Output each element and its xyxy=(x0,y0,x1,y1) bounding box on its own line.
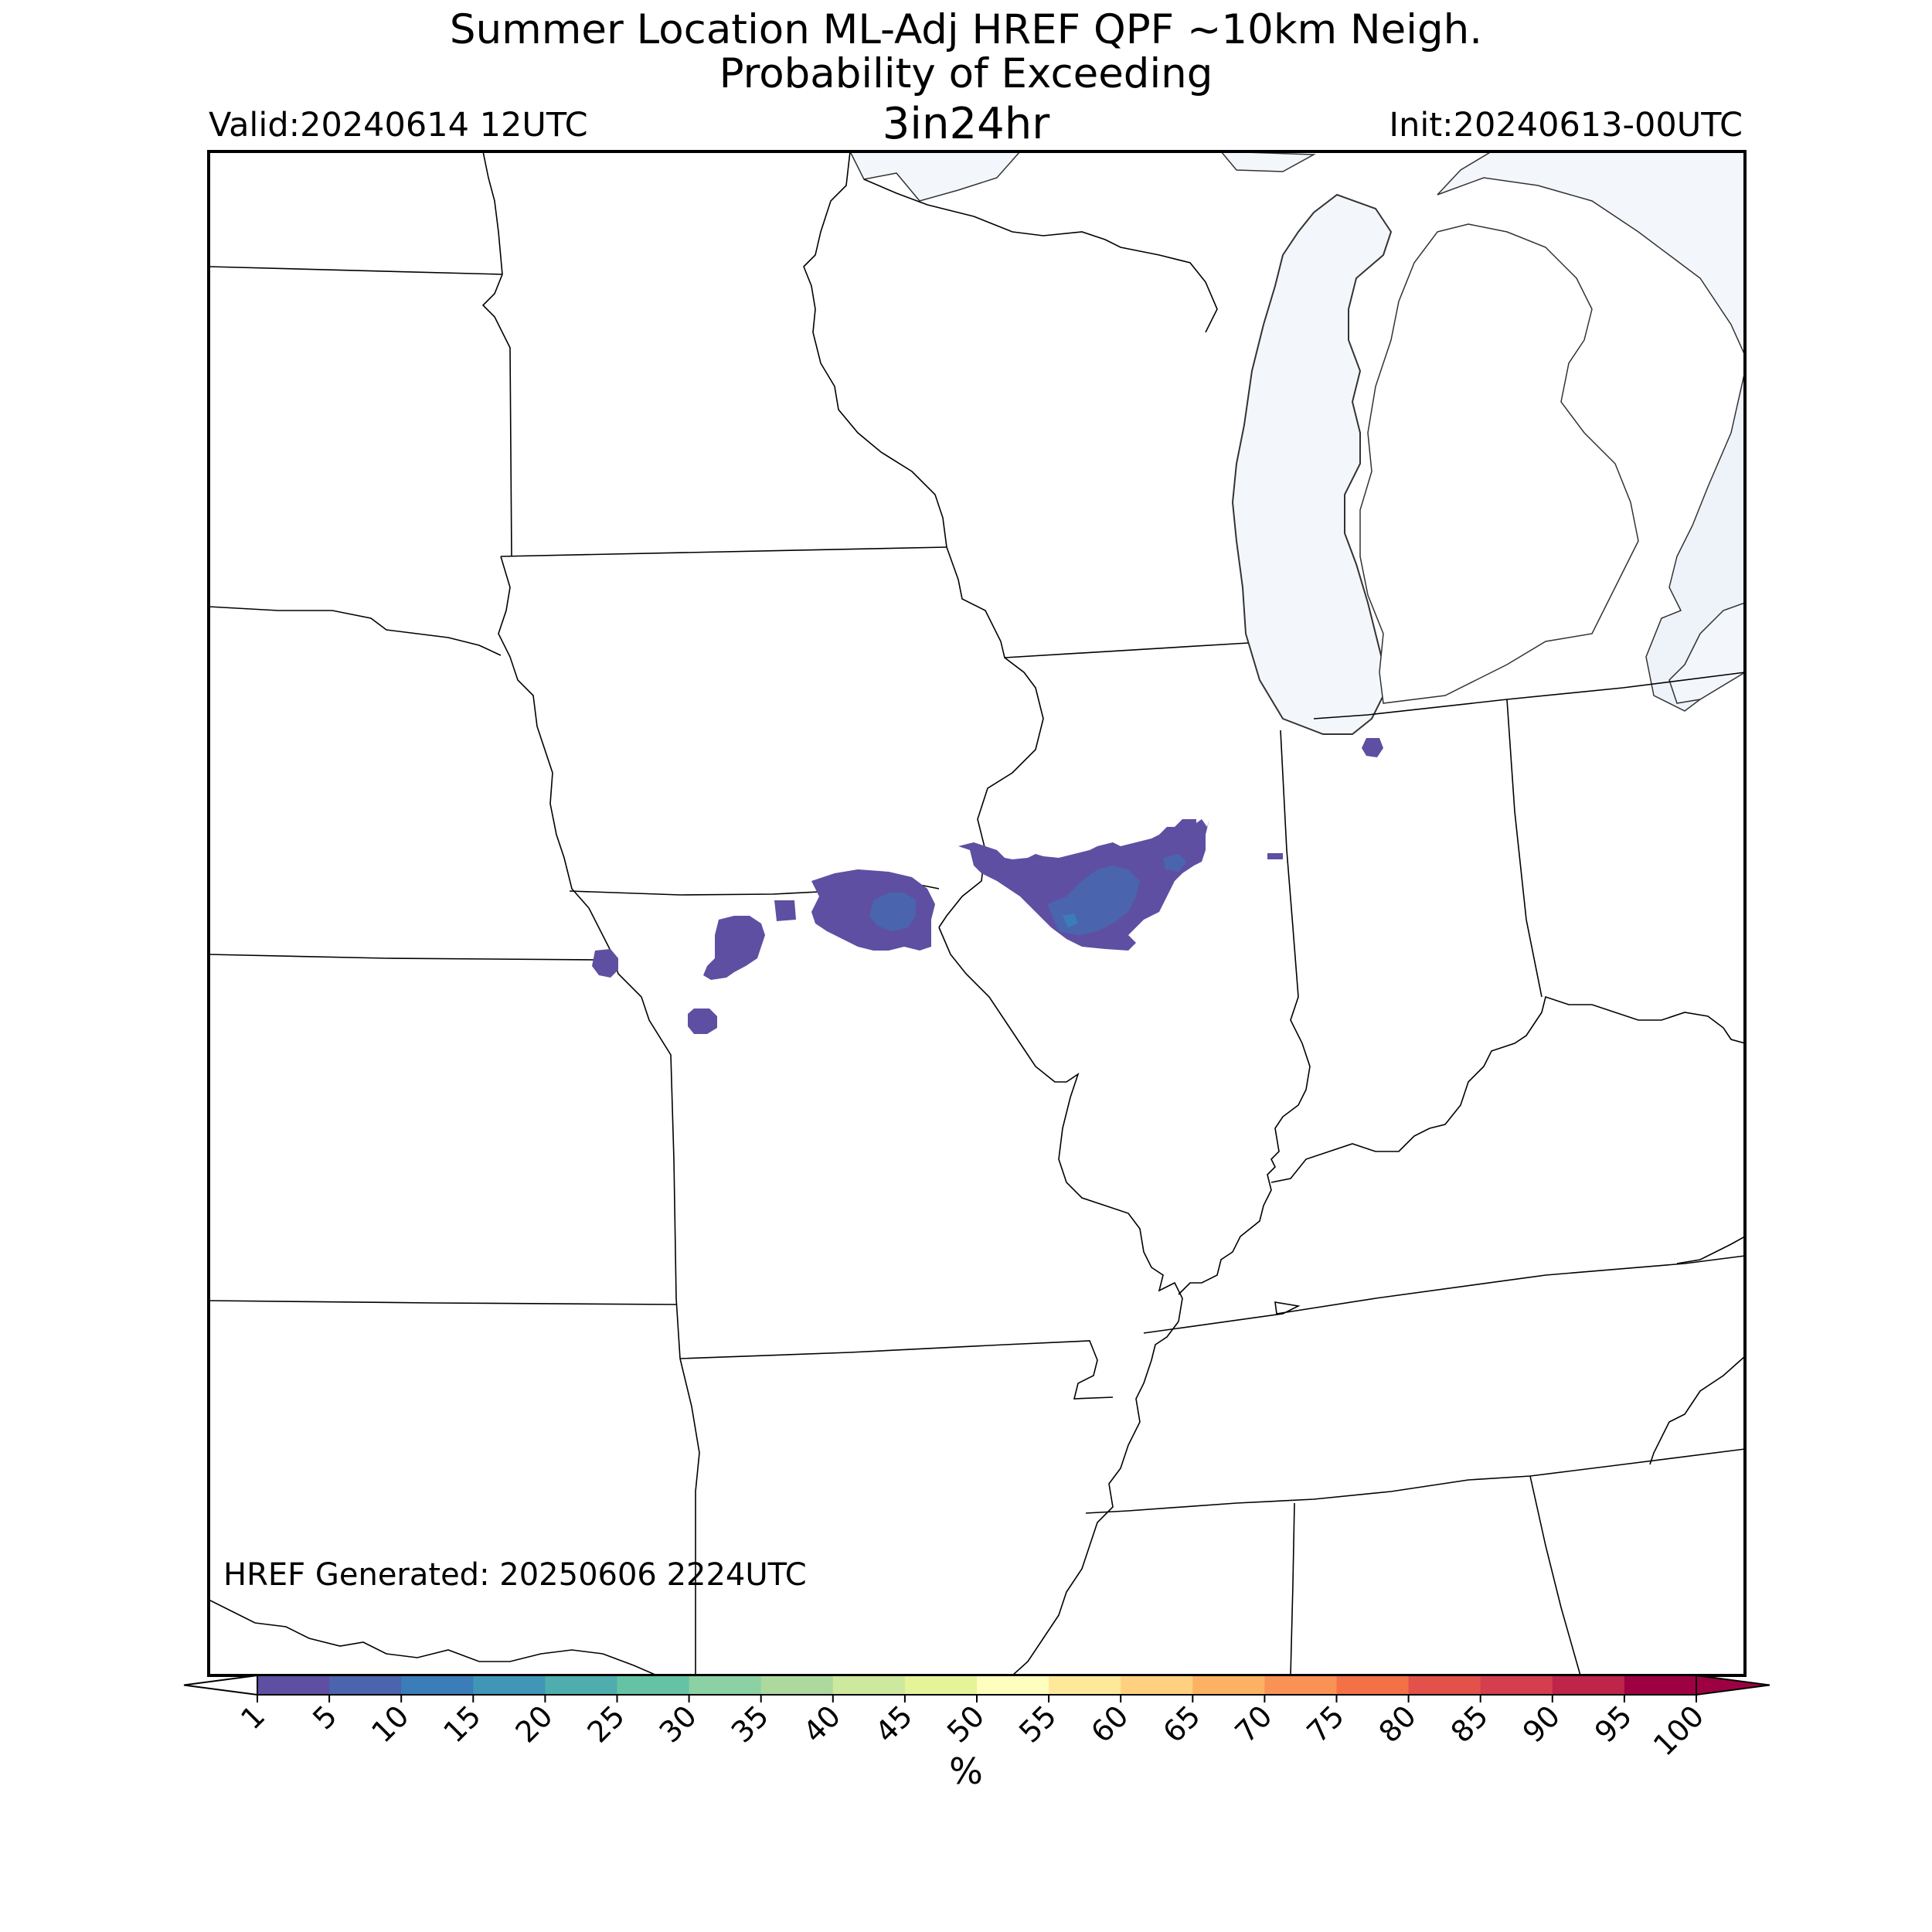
colorbar-tick-label: 35 xyxy=(725,1699,775,1749)
colorbar-swatch xyxy=(1552,1675,1625,1695)
border-ia-west xyxy=(498,556,590,909)
colorbar-swatch xyxy=(617,1675,690,1695)
border-ms-tn xyxy=(1290,1502,1295,1675)
border-mo-south xyxy=(679,1340,1114,1400)
border-il-west xyxy=(938,927,1183,1322)
colorbar-tick-label: 10 xyxy=(365,1699,415,1749)
lower-michigan-land xyxy=(1359,223,1639,704)
border-il-in xyxy=(1178,730,1311,1295)
colorbar-swatch xyxy=(1264,1675,1337,1695)
colorbar-tick-label: 60 xyxy=(1084,1699,1134,1749)
colorbar-swatch xyxy=(689,1675,762,1695)
border-ne-sd xyxy=(209,606,502,656)
colorbar-swatch xyxy=(832,1675,906,1695)
lake-erie-edge xyxy=(1668,602,1745,704)
colorbar-tick-label: 20 xyxy=(509,1699,559,1749)
colorbar-swatch xyxy=(545,1675,617,1695)
colorbar-swatch xyxy=(1121,1675,1193,1695)
colorbar-swatch xyxy=(1408,1675,1481,1695)
border-wi-mi xyxy=(863,179,1218,333)
lake-huron xyxy=(1437,151,1745,356)
border-ks-ok xyxy=(209,1300,677,1305)
border-ok-tx xyxy=(209,1599,658,1675)
prob-blob-5 xyxy=(1362,738,1383,757)
colorbar-tick-label: 75 xyxy=(1301,1699,1351,1749)
colorbar-tick-label: 95 xyxy=(1588,1699,1638,1749)
colorbar-extend-high xyxy=(1696,1674,1770,1696)
state-borders xyxy=(209,151,1745,1675)
init-time-label: Init:20240613-00UTC xyxy=(1389,106,1743,145)
colorbar-swatch xyxy=(760,1675,834,1695)
colorbar-swatch xyxy=(1480,1675,1553,1695)
colorbar-swatch xyxy=(1192,1675,1265,1695)
colorbar-tick-label: 15 xyxy=(437,1699,487,1749)
colorbar-tick-label: 50 xyxy=(940,1699,991,1749)
border-ky-tn xyxy=(1143,1255,1745,1334)
prob-5pct-east xyxy=(1163,854,1186,872)
colorbar-tick-label: 70 xyxy=(1228,1699,1278,1749)
border-ar-west xyxy=(679,1358,700,1675)
map-title-line1: Summer Location ML-Adj HREF QPF ~10km Ne… xyxy=(449,6,1483,53)
colorbar-tick-label: 5 xyxy=(306,1699,343,1736)
border-tn-east xyxy=(1649,1355,1745,1465)
border-tn-south xyxy=(1085,1448,1745,1514)
prob-blob-1 xyxy=(703,916,765,980)
colorbar-swatch xyxy=(977,1675,1049,1695)
colorbar-tick-label: 80 xyxy=(1372,1699,1423,1749)
colorbar-swatch xyxy=(1049,1675,1121,1695)
prob-10pct-core xyxy=(1063,913,1078,927)
prob-blob-4 xyxy=(592,949,618,978)
colorbar-tick-label: 30 xyxy=(653,1699,703,1749)
colorbar-tick-label: 90 xyxy=(1516,1699,1566,1749)
border-mn-wi xyxy=(803,151,947,548)
valid-time-label: Valid:20240614 12UTC xyxy=(209,106,588,145)
colorbar-swatch xyxy=(1336,1675,1410,1695)
prob-5pct-west xyxy=(869,893,916,931)
colorbar-swatch xyxy=(1624,1675,1697,1695)
colorbar-swatch xyxy=(401,1675,474,1695)
border-mn-west xyxy=(481,151,512,557)
prob-blob-2 xyxy=(774,900,796,921)
colorbar xyxy=(183,1674,1770,1696)
border-ohio-river xyxy=(1270,995,1745,1183)
colorbar-tick-label: 25 xyxy=(581,1699,631,1749)
border-wi-il xyxy=(1004,642,1249,658)
border-mn-sd xyxy=(209,266,503,275)
colorbar-swatch xyxy=(329,1675,402,1695)
colorbar-tick-label: 55 xyxy=(1012,1699,1063,1749)
colorbar-tick-label: 1 xyxy=(234,1699,271,1736)
border-ia-east xyxy=(938,546,1044,928)
border-ne-ks xyxy=(209,954,596,961)
border-mi-oh xyxy=(1506,672,1745,700)
border-lower-mississippi xyxy=(1012,1321,1179,1675)
border-ms-al xyxy=(1529,1475,1581,1675)
colorbar-tick-label: 45 xyxy=(869,1699,919,1749)
colorbar-tick-label: 40 xyxy=(797,1699,847,1749)
colorbar-tick-label: 85 xyxy=(1444,1699,1495,1749)
border-ia-north xyxy=(500,546,947,557)
colorbar-unit-label: % xyxy=(949,1750,983,1792)
prob-blob-3 xyxy=(688,1009,717,1034)
map-area xyxy=(209,151,1745,1675)
probability-field xyxy=(592,738,1383,1034)
colorbar-swatch xyxy=(904,1675,978,1695)
border-ky-east xyxy=(1676,1236,1745,1264)
generated-label: HREF Generated: 20250606 2224UTC xyxy=(223,1557,807,1593)
colorbar-swatch xyxy=(257,1675,330,1695)
colorbar-extend-low xyxy=(183,1674,258,1696)
border-in-mi xyxy=(1313,699,1508,719)
lake-michigan xyxy=(1231,193,1393,735)
threshold-label: 3in24hr xyxy=(882,99,1050,149)
map-title-line2: Probability of Exceeding xyxy=(719,50,1213,97)
border-in-oh xyxy=(1506,699,1543,998)
colorbar-tick-label: 65 xyxy=(1156,1699,1206,1749)
prob-blob-6 xyxy=(1267,853,1283,859)
colorbar-swatch xyxy=(473,1675,546,1695)
lake-superior xyxy=(849,151,1022,202)
lake-superior-east xyxy=(1220,151,1316,172)
